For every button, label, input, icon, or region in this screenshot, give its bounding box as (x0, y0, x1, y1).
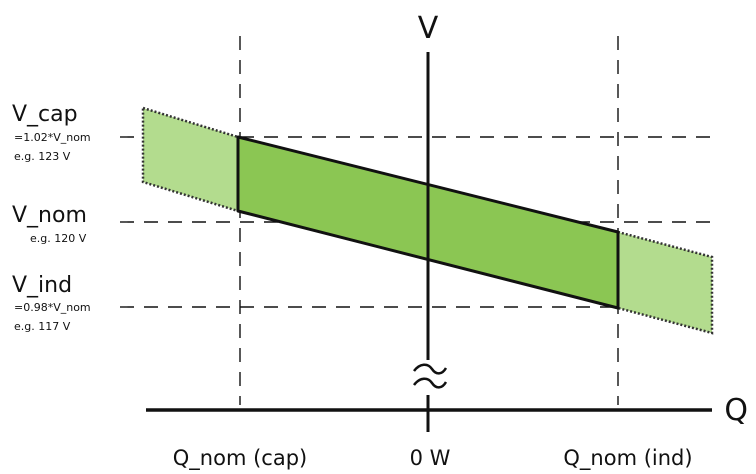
v-ind-formula: =0.98*V_nom (14, 301, 91, 314)
axis-break-symbol (413, 363, 448, 389)
band-extension-left (141, 106, 240, 213)
v-nom-example: e.g. 120 V (30, 232, 87, 245)
q-nom-ind-label: Q_nom (ind) (563, 446, 692, 471)
v-axis (413, 52, 448, 432)
v-nom-label: V_nom (12, 203, 87, 228)
v-axis-label: V (418, 11, 439, 46)
v-cap-formula: =1.02*V_nom (14, 131, 91, 144)
zero-w-label: 0 W (410, 446, 451, 470)
band-extension-right (616, 230, 714, 335)
q-axis-label: Q (724, 393, 748, 428)
q-nom-cap-label: Q_nom (cap) (173, 446, 307, 471)
v-cap-example: e.g. 123 V (14, 150, 71, 163)
v-cap-label: V_cap (12, 102, 78, 127)
v-ind-example: e.g. 117 V (14, 320, 71, 333)
v-ind-label: V_ind (12, 273, 72, 298)
